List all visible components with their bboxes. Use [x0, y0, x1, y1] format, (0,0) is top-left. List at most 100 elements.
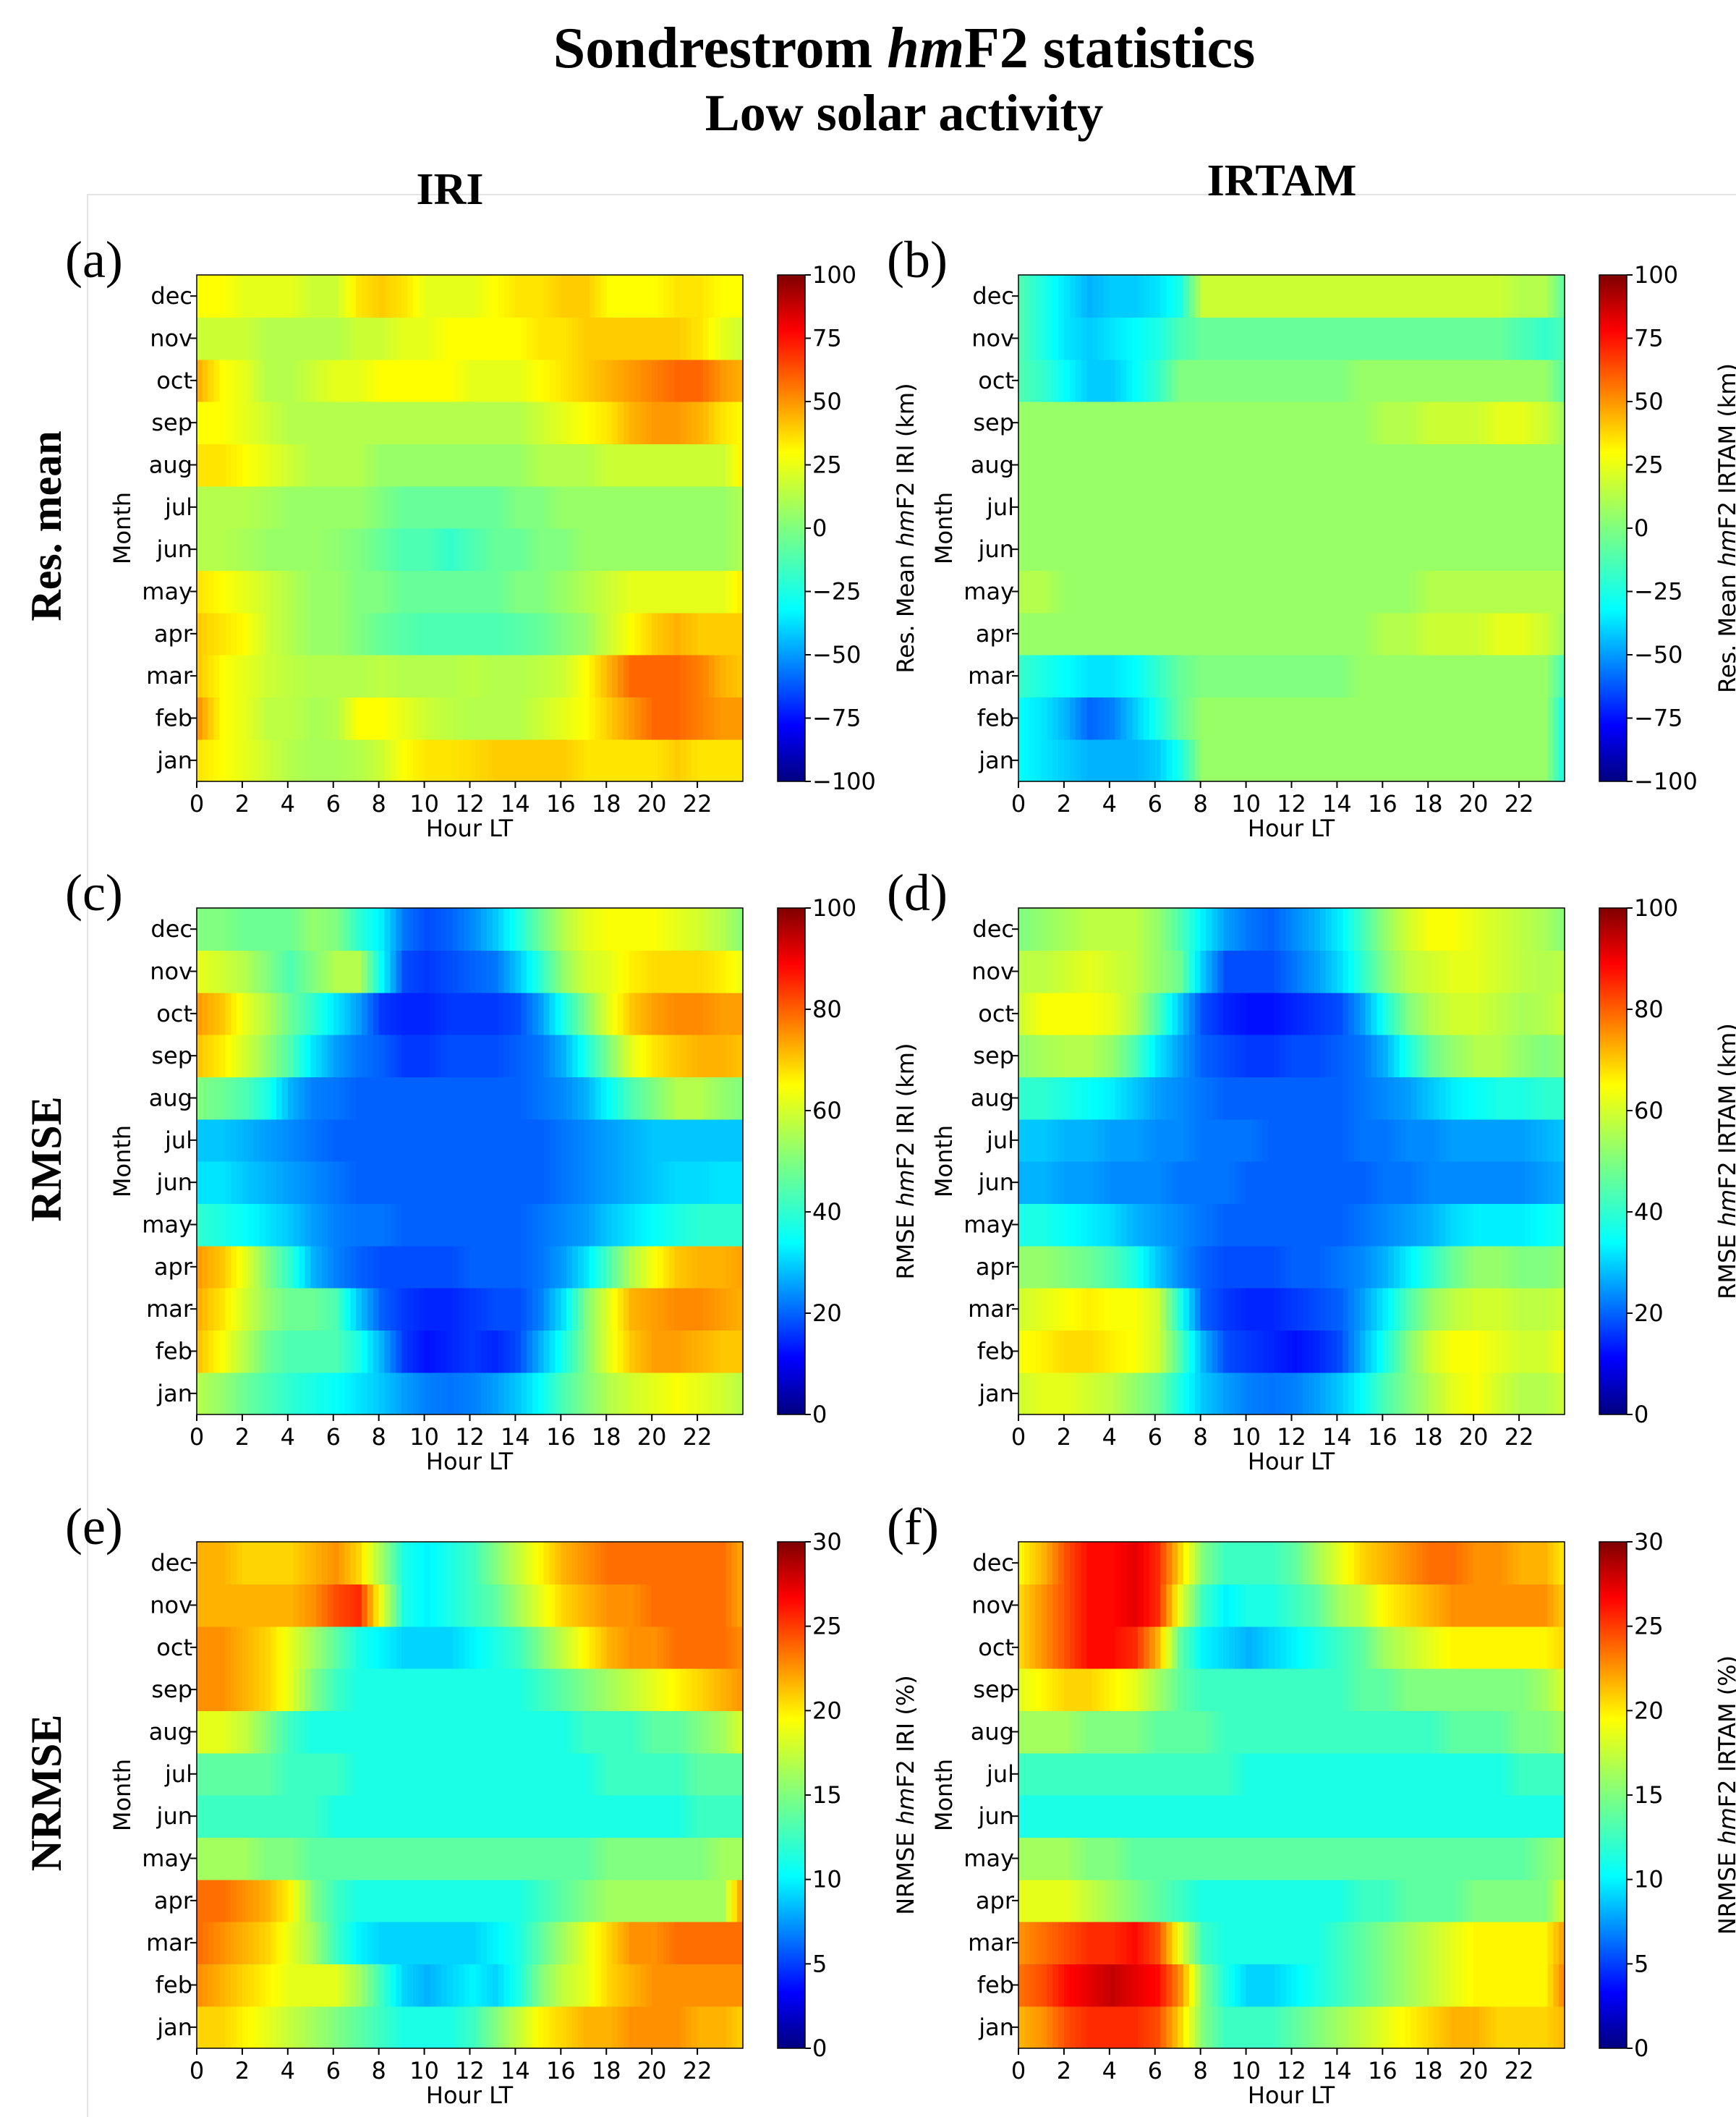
heatmap-cell	[1120, 739, 1128, 782]
heatmap-cell	[1496, 1245, 1503, 1289]
heatmap-cell	[1314, 612, 1321, 656]
heatmap-cell	[1251, 570, 1258, 614]
heatmap-cell	[253, 1077, 260, 1120]
heatmap-cell	[668, 739, 676, 782]
heatmap-cell	[1428, 612, 1434, 656]
heatmap-cell	[629, 359, 636, 402]
heatmap-cell	[1314, 1245, 1321, 1289]
heatmap-cell	[1257, 1330, 1264, 1373]
heatmap-cell	[509, 992, 516, 1035]
heatmap-cell	[1479, 1245, 1486, 1289]
heatmap-cell	[668, 402, 676, 444]
heatmap-cell	[1303, 908, 1309, 951]
heatmap-cell	[452, 275, 459, 318]
heatmap-cell	[720, 992, 726, 1035]
heatmap-cell	[629, 485, 636, 529]
heatmap-cell	[424, 444, 431, 487]
panel-label: (b)	[887, 231, 948, 289]
heatmap-cells	[1018, 275, 1565, 782]
heatmap-cell	[1416, 359, 1423, 402]
heatmap-cell	[1473, 1203, 1480, 1247]
heatmap-cell	[1098, 950, 1105, 993]
heatmap-cell	[1484, 444, 1492, 487]
heatmap-cell	[577, 697, 584, 740]
heatmap-cell	[293, 444, 300, 487]
heatmap-cell	[356, 655, 362, 697]
heatmap-cell	[1291, 992, 1298, 1035]
heatmap-cell	[1263, 992, 1269, 1035]
y-tick-label: jan	[156, 1380, 192, 1407]
heatmap-cell	[396, 1372, 402, 1415]
heatmap-cell	[487, 317, 493, 360]
heatmap-cell	[663, 570, 670, 614]
heatmap-cell	[407, 992, 414, 1035]
y-tick-label: dec	[150, 915, 192, 943]
heatmap-cell	[1434, 992, 1440, 1035]
heatmap-cell	[1285, 444, 1293, 487]
heatmap-cell	[492, 950, 499, 993]
heatmap-cell	[1536, 612, 1543, 656]
heatmap-cell	[652, 528, 658, 571]
heatmap-cell	[384, 359, 391, 402]
heatmap-cell	[1382, 1077, 1389, 1120]
heatmap-cell	[435, 908, 442, 951]
heatmap-cell	[583, 528, 590, 571]
heatmap-cell	[487, 1203, 493, 1247]
heatmap-cell	[1166, 1035, 1173, 1077]
heatmap-cell	[702, 1330, 710, 1373]
heatmap-cell	[1382, 317, 1389, 360]
heatmap-cell	[1194, 570, 1201, 614]
heatmap-cell	[629, 1245, 636, 1289]
heatmap-cell	[259, 908, 265, 951]
heatmap-cell	[561, 1035, 567, 1077]
heatmap-cell	[1035, 1330, 1042, 1373]
heatmap-cell	[663, 1245, 670, 1289]
heatmap-cell	[1343, 1035, 1349, 1077]
heatmap-cell	[378, 402, 386, 444]
heatmap-cell	[1217, 485, 1224, 529]
heatmap-cell	[464, 1035, 471, 1077]
heatmap-cell	[1194, 317, 1201, 360]
heatmap-cell	[1041, 908, 1047, 951]
heatmap-cell	[225, 485, 231, 529]
heatmap-cell	[1166, 1372, 1173, 1415]
heatmap-cell	[1160, 1372, 1167, 1415]
heatmap-cell	[219, 528, 226, 571]
heatmap-cell	[316, 317, 323, 360]
heatmap-cell	[253, 950, 260, 993]
heatmap-cell	[362, 1203, 368, 1247]
heatmap-cell	[1496, 612, 1503, 656]
heatmap-cell	[350, 1077, 357, 1120]
heatmap-cell	[464, 485, 471, 529]
heatmap-cell	[378, 1119, 386, 1162]
heatmap-cell	[1178, 1035, 1184, 1077]
heatmap-cell	[1371, 1203, 1378, 1247]
heatmap-cell	[1456, 528, 1463, 571]
heatmap-cell	[412, 1119, 420, 1162]
heatmap-cell	[253, 655, 260, 697]
heatmap-cell	[1439, 1035, 1446, 1077]
heatmap-cell	[646, 612, 652, 656]
heatmap-cell	[407, 655, 414, 697]
heatmap-cell	[606, 612, 613, 656]
heatmap-cell	[1024, 739, 1031, 782]
heatmap-cell	[634, 697, 642, 740]
heatmap-cell	[1063, 317, 1071, 360]
heatmap-cell	[424, 1203, 431, 1247]
heatmap-cell	[1559, 317, 1565, 360]
heatmap-cell	[1291, 1288, 1298, 1331]
heatmap-cell	[1029, 739, 1037, 782]
heatmap-cell	[219, 1372, 226, 1415]
heatmap-cell	[299, 317, 306, 360]
heatmap-cell	[1035, 570, 1042, 614]
heatmap-cell	[543, 992, 550, 1035]
heatmap-cell	[441, 444, 448, 487]
heatmap-cell	[219, 1330, 226, 1373]
heatmap-cell	[225, 950, 231, 993]
heatmap-cell	[1138, 1245, 1144, 1289]
heatmap-cell	[1018, 697, 1025, 740]
heatmap-cell	[1160, 612, 1167, 656]
heatmap-cell	[720, 1035, 726, 1077]
heatmap-cell	[1018, 1077, 1025, 1120]
heatmap-cell	[577, 1245, 584, 1289]
